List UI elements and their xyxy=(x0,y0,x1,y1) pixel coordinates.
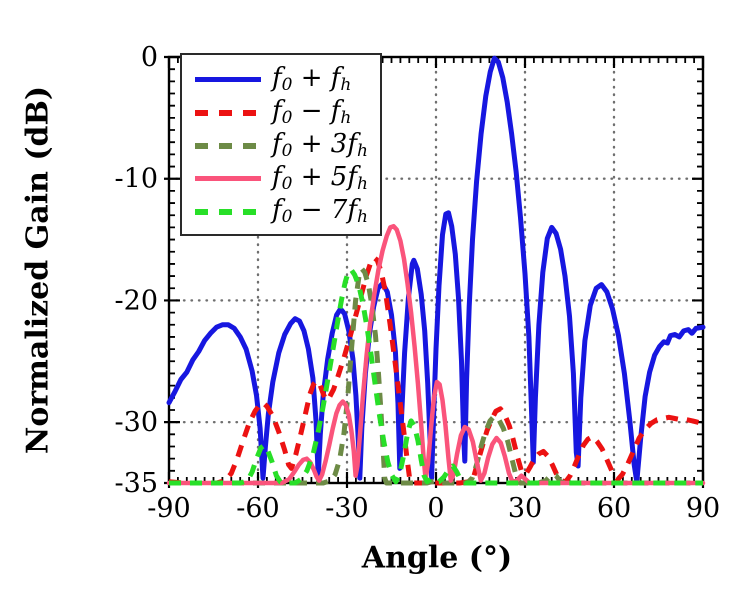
y-axis-title: Normalized Gain (dB) xyxy=(20,85,56,455)
legend-label: f0 − fh xyxy=(272,96,352,128)
legend-line-sample xyxy=(195,176,261,181)
y-tick-label: -35 xyxy=(115,468,158,499)
legend: f0 + fh f0 − fh f0 + 3fh f0 + 5fh f0 − 7fh xyxy=(180,53,382,236)
series-f0-minus-fh xyxy=(168,255,704,486)
y-tick-label: 0 xyxy=(141,42,158,73)
legend-entry: f0 − fh xyxy=(195,96,380,129)
x-tick-label: -30 xyxy=(325,493,368,524)
y-tick-label: -30 xyxy=(115,407,158,438)
series-f0-minus-7fh xyxy=(169,267,703,486)
x-tick-label: 30 xyxy=(508,493,542,524)
legend-line-sample xyxy=(195,109,261,116)
y-tick-label: -10 xyxy=(115,164,158,195)
legend-label: f0 + fh xyxy=(272,63,352,95)
series-f0-plus-fh xyxy=(166,55,706,485)
series-f0-plus-5fh xyxy=(166,223,706,486)
legend-entry: f0 + 3fh xyxy=(195,129,380,162)
y-tick-label: -20 xyxy=(115,285,158,316)
legend-line-sample xyxy=(195,77,261,82)
x-tick-label: 90 xyxy=(686,493,720,524)
x-tick-label: 0 xyxy=(427,493,444,524)
x-tick-label: 60 xyxy=(597,493,631,524)
series-lines xyxy=(166,55,706,486)
legend-line-sample xyxy=(195,142,261,149)
legend-entry: f0 + 5fh xyxy=(195,162,380,195)
x-tick-label: -90 xyxy=(147,493,190,524)
x-axis-title: Angle (°) xyxy=(361,540,513,576)
legend-label: f0 + 3fh xyxy=(272,129,368,161)
legend-entry: f0 − 7fh xyxy=(195,195,380,228)
tick-labels: -90 -60 -30 0 30 60 90 0 -10 -20 -30 -35 xyxy=(115,42,721,524)
legend-entry: f0 + fh xyxy=(195,63,380,96)
legend-label: f0 − 7fh xyxy=(272,195,368,227)
legend-label: f0 + 5fh xyxy=(272,162,368,194)
legend-line-sample xyxy=(195,208,261,215)
x-tick-label: -60 xyxy=(236,493,279,524)
